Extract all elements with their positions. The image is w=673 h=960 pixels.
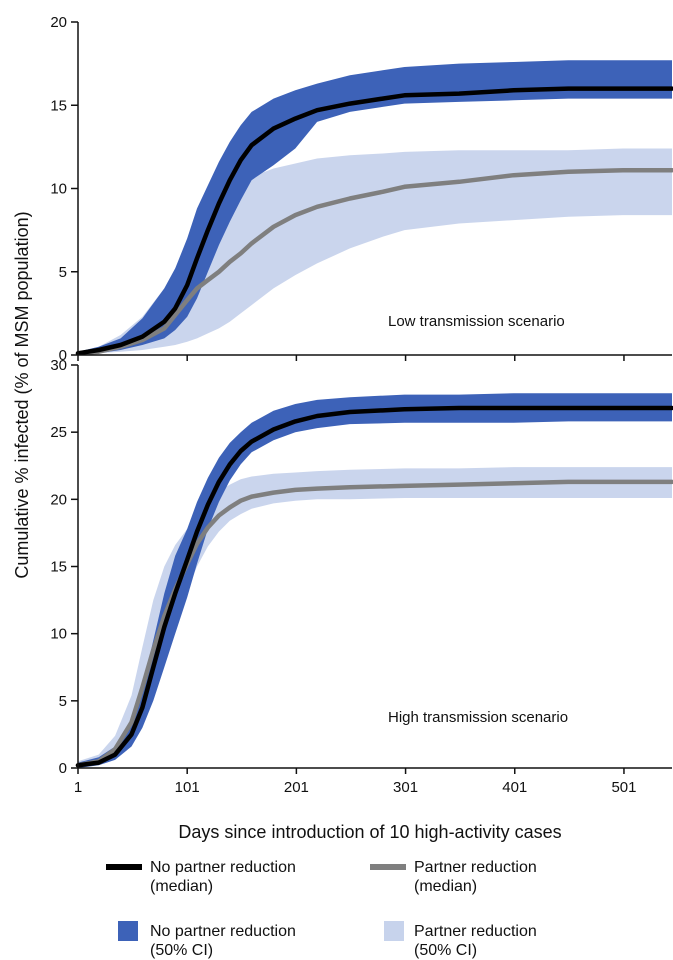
y-tick-label: 15	[50, 559, 67, 576]
legend-label-no-reduction-median-1: No partner reduction	[150, 859, 296, 876]
legend-swatch-reduction-ci	[384, 921, 404, 941]
legend: No partner reduction (median) Partner re…	[106, 859, 537, 959]
x-tick-label: 201	[284, 779, 309, 796]
x-tick-label: 401	[502, 779, 527, 796]
median-line-no_reduction	[75, 86, 673, 356]
panel-low: 0 5 10 15 20 Low transmission scenario	[50, 14, 673, 364]
y-tick-label: 0	[59, 760, 67, 777]
y-axis-title: Cumulative % infected (% of MSM populati…	[12, 211, 32, 578]
legend-item-reduction-ci: Partner reduction (50% CI)	[384, 921, 537, 959]
ci-band-partner_reduction	[78, 467, 672, 768]
legend-label-no-reduction-ci-1: No partner reduction	[150, 923, 296, 940]
x-tick-label: 101	[175, 779, 200, 796]
legend-swatch-reduction-median	[370, 864, 406, 870]
median-line-no_reduction	[75, 405, 673, 768]
y-tick-label: 30	[50, 357, 67, 374]
y-tick-label: 20	[50, 491, 67, 508]
x-tick-label: 501	[611, 779, 636, 796]
legend-label-reduction-ci-1: Partner reduction	[414, 923, 537, 940]
chart-panels: 0 5 10 15 20 Low transmission scenario 0 5 10 15 2…	[50, 14, 673, 796]
legend-item-no-reduction-ci: No partner reduction (50% CI)	[118, 921, 296, 959]
y-tick-label: 25	[50, 424, 67, 441]
y-tick-label: 5	[59, 264, 67, 281]
y-tick-label: 20	[50, 14, 67, 31]
legend-swatch-no-reduction-ci	[118, 921, 138, 941]
legend-label-reduction-ci-2: (50% CI)	[414, 942, 477, 959]
y-tick-label: 10	[50, 626, 67, 643]
legend-label-no-reduction-median-2: (median)	[150, 878, 213, 895]
median-line-partner_reduction	[75, 167, 673, 356]
x-tick-label: 1	[74, 779, 82, 796]
scenario-label: High transmission scenario	[388, 709, 568, 726]
x-axis-title: Days since introduction of 10 high-activ…	[178, 822, 561, 842]
y-tick-label: 0	[59, 347, 67, 364]
legend-label-reduction-median-1: Partner reduction	[414, 859, 537, 876]
y-tick-label: 10	[50, 181, 67, 198]
y-tick-label: 15	[50, 97, 67, 114]
legend-label-no-reduction-ci-2: (50% CI)	[150, 942, 213, 959]
scenario-label: Low transmission scenario	[388, 313, 565, 330]
y-tick-label: 5	[59, 693, 67, 710]
legend-swatch-no-reduction-median	[106, 864, 142, 870]
legend-label-reduction-median-2: (median)	[414, 878, 477, 895]
median-line-partner_reduction	[75, 479, 673, 768]
legend-item-no-reduction-median: No partner reduction (median)	[106, 859, 296, 895]
legend-item-reduction-median: Partner reduction (median)	[370, 859, 537, 895]
ci-band-no_reduction	[78, 393, 672, 768]
x-tick-label: 301	[393, 779, 418, 796]
